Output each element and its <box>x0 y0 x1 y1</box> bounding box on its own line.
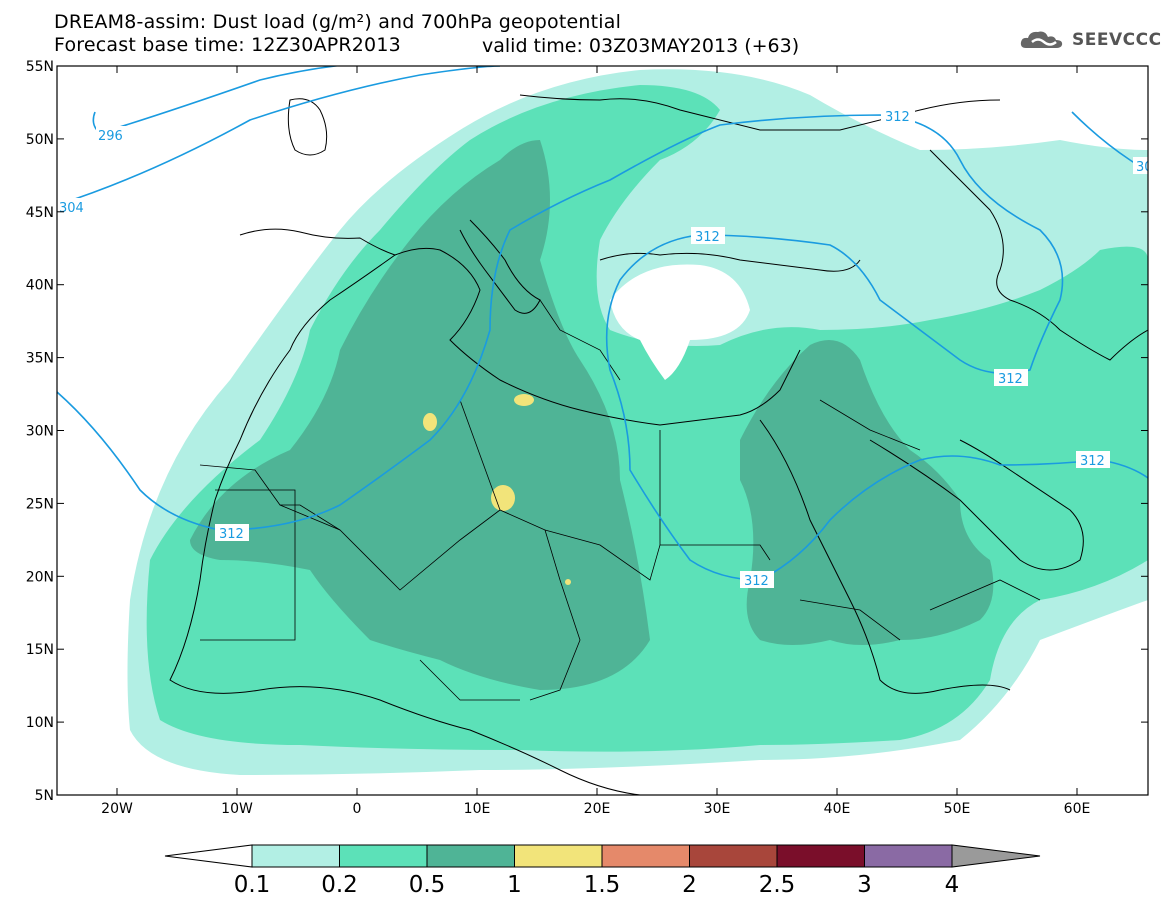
colorbar-label: 0.5 <box>409 872 446 898</box>
lat-label: 5N <box>35 788 54 804</box>
logo-text: SEEVCCC <box>1072 30 1162 50</box>
dust-spot-1 <box>514 394 534 406</box>
contour-labels: 296 304 312 312 312 312 312 312 30 <box>57 107 1153 589</box>
contour-label: 312 <box>1080 454 1105 469</box>
cloud-icon <box>1020 31 1063 48</box>
dust-band-0.5-east <box>740 340 994 645</box>
colorbar-swatch <box>776 844 865 868</box>
contour-label: 296 <box>98 129 123 144</box>
lat-label: 45N <box>26 205 54 221</box>
colorbar-swatch <box>864 844 953 868</box>
map-title: DREAM8-assim: Dust load (g/m²) and 700hP… <box>54 11 622 33</box>
lat-label: 40N <box>26 278 54 294</box>
dust-spot-1 <box>423 413 437 431</box>
lat-label: 30N <box>26 424 54 440</box>
colorbar-label: 2 <box>682 872 697 898</box>
coastlines <box>169 94 1148 795</box>
colorbar-label: 1 <box>507 872 522 898</box>
lon-label: 10W <box>221 801 253 817</box>
colorbar-swatch <box>339 844 428 868</box>
contour-label: 304 <box>59 201 84 216</box>
contour-label: 312 <box>744 574 769 589</box>
dust-band-0.5 <box>190 140 650 690</box>
lon-label: 10E <box>464 801 491 817</box>
seevccc-logo: SEEVCCC <box>1018 28 1162 52</box>
contour-label: 30 <box>1136 160 1153 175</box>
lat-label: 15N <box>26 642 54 658</box>
colorbar-swatch <box>601 844 690 868</box>
lon-label: 20E <box>584 801 611 817</box>
colorbar-label: 0.2 <box>321 872 358 898</box>
lat-label: 35N <box>26 351 54 367</box>
lat-label: 20N <box>26 569 54 585</box>
clear-area-aegean <box>610 264 750 380</box>
colorbar-label: 0.1 <box>234 872 271 898</box>
colorbar-label: 2.5 <box>759 872 796 898</box>
lat-label: 50N <box>26 132 54 148</box>
colorbar: 0.1 0.2 0.5 1 1.5 2 2.5 3 4 <box>164 844 1041 898</box>
dust-spot-1 <box>565 579 571 585</box>
colorbar-max-arrow <box>951 844 1041 868</box>
lon-label: 0 <box>353 801 362 817</box>
contour-label: 312 <box>998 372 1023 387</box>
contour-label: 312 <box>885 110 910 125</box>
lon-label: 60E <box>1064 801 1091 817</box>
colorbar-min-arrow <box>164 844 253 868</box>
colorbar-swatch <box>514 844 603 868</box>
contour-label: 312 <box>695 230 720 245</box>
lon-label: 30E <box>704 801 731 817</box>
forecast-base-time: Forecast base time: 12Z30APR2013 <box>54 34 401 56</box>
borders <box>199 299 1041 701</box>
lon-label: 40E <box>824 801 851 817</box>
colorbar-swatch <box>426 844 515 868</box>
dust-spot-1 <box>491 485 515 511</box>
lon-label: 50E <box>944 801 971 817</box>
longitude-axis: 20W 10W 0 10E 20E 30E 40E 50E 60E <box>101 66 1090 817</box>
lat-label: 55N <box>26 59 54 75</box>
lat-label: 10N <box>26 715 54 731</box>
colorbar-label: 3 <box>857 872 872 898</box>
dust-field: 296 304 312 312 312 312 312 312 30 <box>57 66 1153 795</box>
colorbar-label: 1.5 <box>584 872 621 898</box>
colorbar-label: 4 <box>945 872 960 898</box>
lon-label: 20W <box>101 801 133 817</box>
colorbar-swatch <box>251 844 340 868</box>
latitude-axis: 55N 50N 45N 40N 35N 30N 25N 20N 15N 10N 5N <box>26 59 1148 804</box>
lat-label: 25N <box>26 496 54 512</box>
contour-label: 312 <box>219 527 244 542</box>
valid-time: valid time: 03Z03MAY2013 (+63) <box>482 35 800 57</box>
colorbar-swatch <box>689 844 778 868</box>
